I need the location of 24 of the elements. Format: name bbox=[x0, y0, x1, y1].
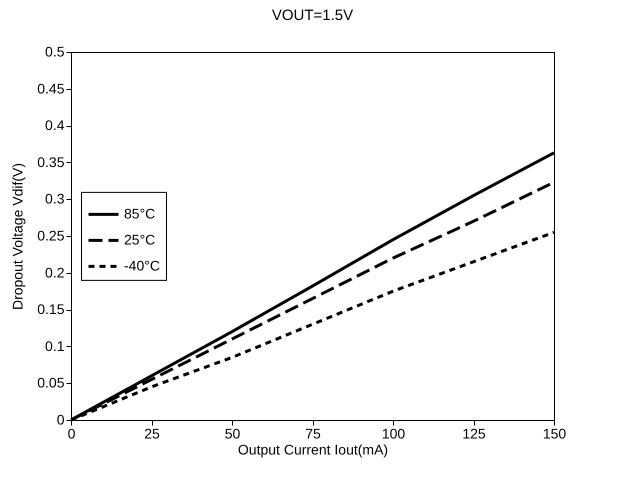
x-tick-label: 150 bbox=[542, 426, 566, 442]
chart-title: VOUT=1.5V bbox=[272, 7, 354, 24]
y-tick-label: 0 bbox=[56, 412, 65, 428]
y-axis-title: Dropout Voltage Vdif(V) bbox=[9, 162, 26, 310]
y-tick-label: 0.1 bbox=[45, 338, 65, 354]
y-tick-label: 0.15 bbox=[37, 301, 65, 318]
x-tick-label: 100 bbox=[382, 426, 406, 442]
y-tick-label: 0.5 bbox=[45, 44, 65, 60]
x-tick-label: 0 bbox=[68, 426, 76, 442]
legend-label: 85°C bbox=[124, 205, 156, 222]
y-tick-label: 0.05 bbox=[37, 374, 65, 391]
y-tick-label: 0.45 bbox=[37, 80, 65, 96]
legend-label: 25°C bbox=[124, 231, 156, 248]
legend-label: -40°C bbox=[124, 257, 160, 274]
x-tick-label: 50 bbox=[224, 426, 240, 442]
y-tick-label: 0.4 bbox=[45, 117, 65, 134]
x-tick-label: 75 bbox=[305, 426, 321, 442]
y-tick-label: 0.2 bbox=[45, 264, 65, 280]
y-tick-label: 0.35 bbox=[37, 154, 65, 170]
y-tick-label: 0.25 bbox=[37, 228, 65, 244]
x-axis-title: Output Current Iout(mA) bbox=[238, 442, 388, 458]
x-tick-label: 125 bbox=[462, 426, 486, 442]
x-tick-label: 25 bbox=[144, 426, 160, 442]
y-tick-label: 0.3 bbox=[45, 190, 65, 207]
